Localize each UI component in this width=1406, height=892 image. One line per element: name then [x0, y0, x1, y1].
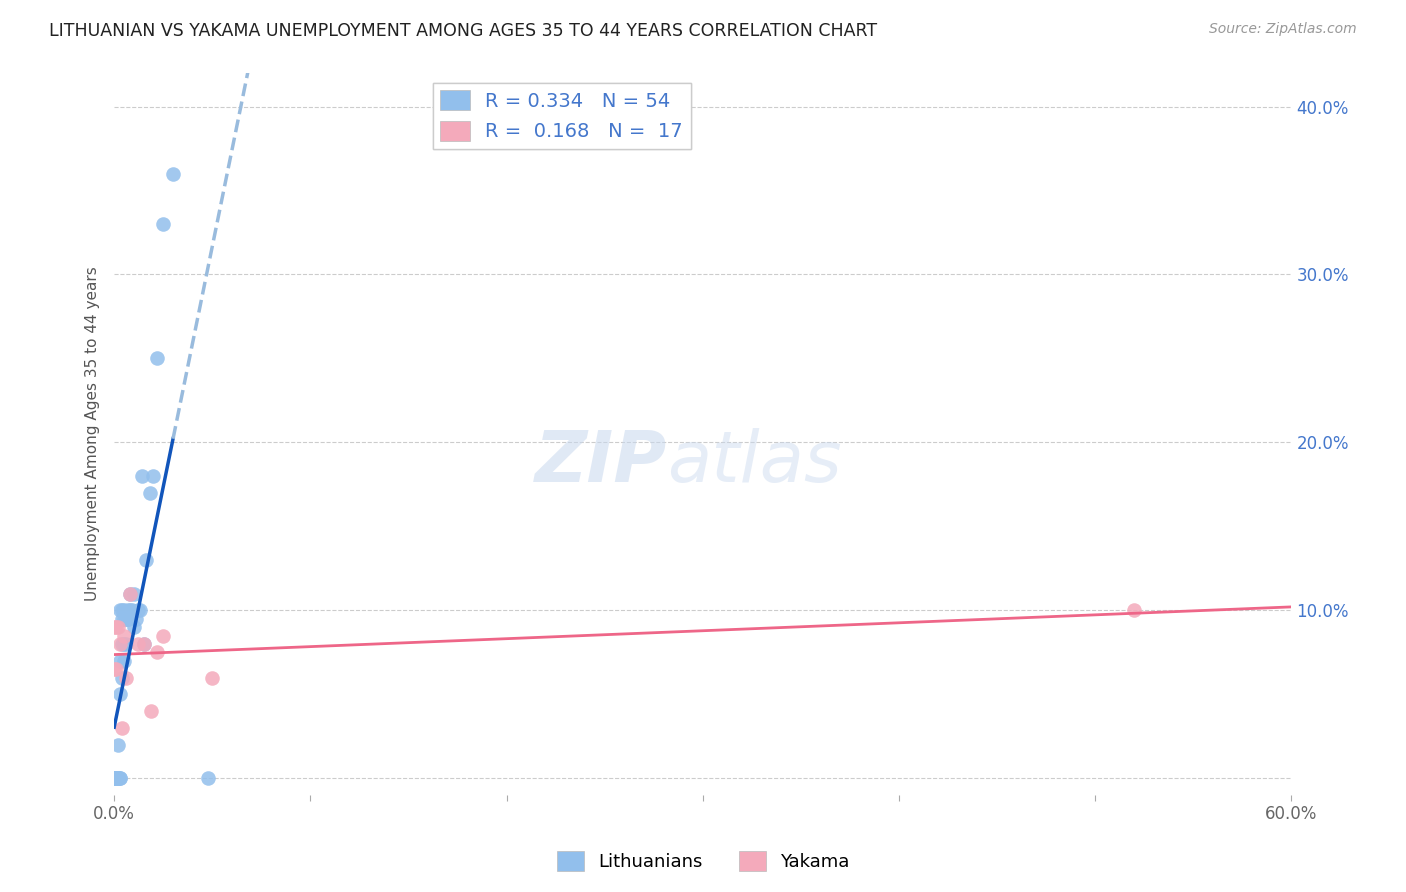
Point [108, 772, 131, 786]
Point [112, 612, 135, 626]
Point [107, 772, 129, 786]
Point [122, 620, 145, 634]
Point [127, 637, 149, 651]
Point [122, 586, 145, 600]
Point [107, 772, 129, 786]
Point [107, 738, 129, 752]
Point [128, 603, 150, 617]
Point [197, 772, 219, 786]
Point [117, 603, 139, 617]
Point [105, 772, 128, 786]
Text: Source: ZipAtlas.com: Source: ZipAtlas.com [1209, 22, 1357, 37]
Point [115, 671, 138, 685]
Point [108, 603, 131, 617]
Point [118, 603, 141, 617]
Point [108, 654, 131, 668]
Point [138, 485, 160, 500]
Point [117, 612, 139, 626]
Point [105, 662, 128, 676]
Point [111, 603, 134, 617]
Point [105, 772, 128, 786]
Point [152, 217, 174, 231]
Point [162, 167, 184, 181]
Y-axis label: Unemployment Among Ages 35 to 44 years: Unemployment Among Ages 35 to 44 years [86, 267, 100, 601]
Point [103, 772, 125, 786]
Point [125, 612, 148, 626]
Legend: Lithuanians, Yakama: Lithuanians, Yakama [550, 844, 856, 879]
Point [103, 772, 125, 786]
Point [105, 772, 128, 786]
Point [115, 612, 138, 626]
Point [103, 772, 125, 786]
Point [111, 637, 134, 651]
Point [107, 620, 129, 634]
Point [201, 671, 224, 685]
Point [111, 612, 134, 626]
Point [108, 772, 131, 786]
Point [108, 637, 131, 651]
Point [111, 721, 134, 735]
Point [141, 704, 163, 718]
Point [135, 553, 157, 567]
Point [103, 772, 125, 786]
Point [111, 671, 134, 685]
Point [112, 654, 135, 668]
Point [107, 772, 129, 786]
Point [105, 772, 128, 786]
Point [127, 603, 149, 617]
Point [105, 620, 128, 634]
Point [103, 772, 125, 786]
Point [1123, 603, 1146, 617]
Point [112, 637, 135, 651]
Point [103, 620, 125, 634]
Point [103, 772, 125, 786]
Point [105, 772, 128, 786]
Point [121, 603, 143, 617]
Point [103, 772, 125, 786]
Point [118, 586, 141, 600]
Point [142, 469, 165, 483]
Legend: R = 0.334   N = 54, R =  0.168   N =  17: R = 0.334 N = 54, R = 0.168 N = 17 [433, 83, 690, 149]
Point [132, 637, 155, 651]
Point [103, 662, 125, 676]
Point [132, 637, 155, 651]
Point [112, 628, 135, 642]
Point [107, 772, 129, 786]
Text: ZIP: ZIP [536, 428, 668, 498]
Point [105, 772, 128, 786]
Point [112, 603, 135, 617]
Point [103, 772, 125, 786]
Point [117, 612, 139, 626]
Point [152, 628, 174, 642]
Point [146, 645, 169, 659]
Text: LITHUANIAN VS YAKAMA UNEMPLOYMENT AMONG AGES 35 TO 44 YEARS CORRELATION CHART: LITHUANIAN VS YAKAMA UNEMPLOYMENT AMONG … [49, 22, 877, 40]
Point [115, 637, 138, 651]
Point [118, 586, 141, 600]
Point [131, 469, 153, 483]
Point [108, 687, 131, 701]
Point [146, 351, 169, 366]
Text: atlas: atlas [668, 428, 842, 498]
